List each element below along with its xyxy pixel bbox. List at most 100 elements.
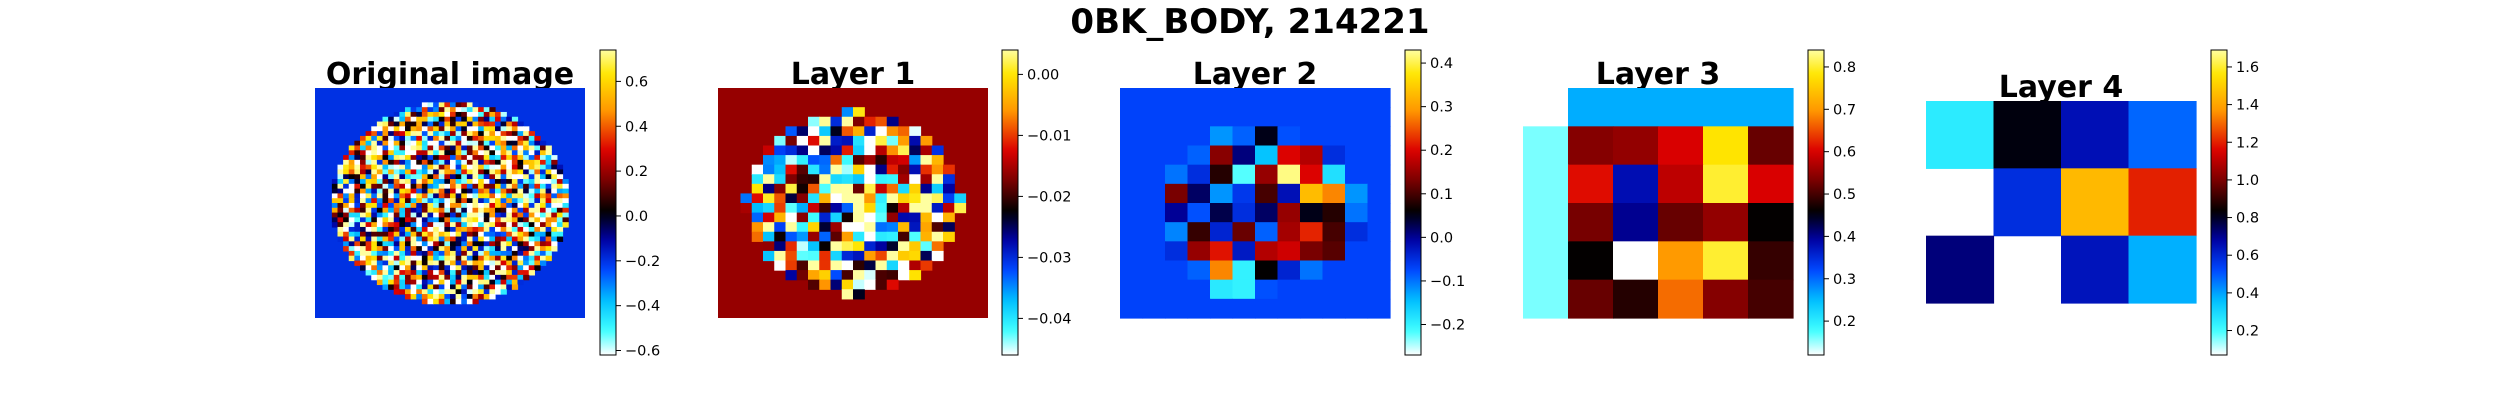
heatmap-cell bbox=[495, 270, 502, 276]
heatmap-cell bbox=[399, 121, 406, 127]
heatmap-cell bbox=[886, 135, 899, 147]
heatmap-cell bbox=[478, 289, 485, 295]
heatmap-cell bbox=[438, 164, 445, 171]
heatmap-cell bbox=[427, 159, 434, 166]
heatmap-cell bbox=[511, 284, 519, 290]
heatmap-cell bbox=[455, 198, 462, 204]
heatmap-cell bbox=[421, 217, 429, 223]
heatmap-cell bbox=[382, 260, 389, 266]
heatmap-cell bbox=[785, 260, 798, 271]
heatmap-cell bbox=[388, 250, 395, 257]
heatmap-cell bbox=[461, 222, 468, 228]
heatmap-cell bbox=[399, 155, 406, 161]
heatmap-cell bbox=[523, 179, 530, 185]
heatmap-cell bbox=[427, 126, 434, 132]
heatmap-cell bbox=[898, 183, 910, 195]
heatmap-cell bbox=[511, 236, 519, 242]
heatmap-cell bbox=[511, 116, 519, 123]
heatmap-cell bbox=[354, 150, 361, 156]
heatmap-cell bbox=[438, 217, 445, 223]
heatmap-cell bbox=[528, 231, 535, 238]
heatmap-cell bbox=[506, 284, 513, 290]
heatmap-cell bbox=[399, 140, 406, 147]
heatmap-cell bbox=[388, 270, 395, 276]
heatmap-cell bbox=[376, 270, 384, 276]
heatmap-cell bbox=[556, 164, 564, 171]
heatmap-cell bbox=[495, 265, 502, 271]
heatmap-cell bbox=[1345, 145, 1369, 166]
heatmap-cell bbox=[410, 121, 417, 127]
heatmap-cell bbox=[405, 198, 412, 204]
heatmap-cell bbox=[483, 241, 490, 247]
heatmap-cell bbox=[523, 250, 530, 257]
heatmap-cell bbox=[506, 121, 513, 127]
heatmap-cell bbox=[886, 241, 899, 252]
heatmap-cell bbox=[472, 102, 479, 108]
heatmap-cell bbox=[461, 145, 468, 151]
heatmap-cell bbox=[830, 250, 843, 262]
colorbar-tick-label: 0.00 bbox=[1027, 67, 1059, 83]
heatmap-cell bbox=[534, 265, 541, 271]
heatmap-cell bbox=[461, 193, 468, 199]
heatmap-cell bbox=[506, 169, 513, 175]
heatmap-cell bbox=[365, 135, 372, 142]
heatmap-cell bbox=[410, 193, 417, 199]
heatmap-cell bbox=[455, 102, 462, 108]
heatmap-cell bbox=[354, 241, 361, 247]
heatmap-cell bbox=[354, 217, 361, 223]
heatmap-cell bbox=[1658, 126, 1704, 166]
heatmap-cell bbox=[898, 135, 910, 147]
heatmap-cell bbox=[517, 279, 524, 286]
heatmap-cell bbox=[751, 212, 764, 223]
heatmap-cell bbox=[534, 231, 541, 238]
heatmap-cell bbox=[495, 203, 502, 209]
heatmap-cell bbox=[796, 164, 809, 175]
heatmap-cell bbox=[551, 217, 558, 223]
heatmap-cell bbox=[500, 265, 507, 271]
heatmap-cell bbox=[500, 164, 507, 171]
heatmap-cell bbox=[382, 246, 389, 252]
heatmap-cell bbox=[517, 155, 524, 161]
heatmap-cell bbox=[1142, 183, 1166, 204]
heatmap-cell bbox=[438, 131, 445, 137]
heatmap-cell bbox=[853, 174, 865, 185]
heatmap-cell bbox=[393, 126, 400, 132]
heatmap-cell bbox=[1210, 145, 1234, 166]
heatmap-cell bbox=[1232, 203, 1256, 223]
heatmap-cell bbox=[506, 198, 513, 204]
heatmap-cell bbox=[416, 155, 423, 161]
colorbar-tick-label: −0.02 bbox=[1027, 189, 1071, 205]
heatmap-cell bbox=[438, 294, 445, 300]
heatmap-cell bbox=[388, 260, 395, 266]
heatmap-cell bbox=[433, 222, 440, 228]
heatmap-cell bbox=[399, 279, 406, 286]
heatmap-cell bbox=[455, 145, 462, 151]
heatmap-cell bbox=[461, 255, 468, 262]
heatmap-cell bbox=[886, 231, 899, 242]
heatmap-cell bbox=[472, 265, 479, 271]
heatmap-cell bbox=[545, 241, 552, 247]
heatmap-cell bbox=[909, 145, 922, 156]
heatmap-cell bbox=[444, 188, 451, 195]
heatmap-cell bbox=[360, 164, 367, 171]
heatmap-cell bbox=[365, 140, 372, 147]
heatmap-cell bbox=[343, 198, 350, 204]
heatmap-cell bbox=[864, 250, 877, 262]
heatmap-cell bbox=[405, 260, 412, 266]
heatmap-cell bbox=[1300, 298, 1324, 319]
heatmap-cell bbox=[1232, 298, 1256, 319]
heatmap-cell bbox=[796, 183, 809, 195]
heatmap-cell bbox=[438, 159, 445, 166]
heatmap-cell bbox=[478, 246, 485, 252]
heatmap-cell bbox=[393, 131, 400, 137]
heatmap-cell bbox=[466, 203, 474, 209]
heatmap-cell bbox=[740, 203, 753, 214]
heatmap-cell bbox=[523, 217, 530, 223]
heatmap-cell bbox=[830, 135, 843, 147]
heatmap-cell bbox=[943, 164, 955, 175]
heatmap-cell bbox=[410, 131, 417, 137]
heatmap-cell bbox=[393, 140, 400, 147]
heatmap-cell bbox=[427, 140, 434, 147]
heatmap-cell bbox=[455, 207, 462, 214]
heatmap-cell bbox=[438, 284, 445, 290]
